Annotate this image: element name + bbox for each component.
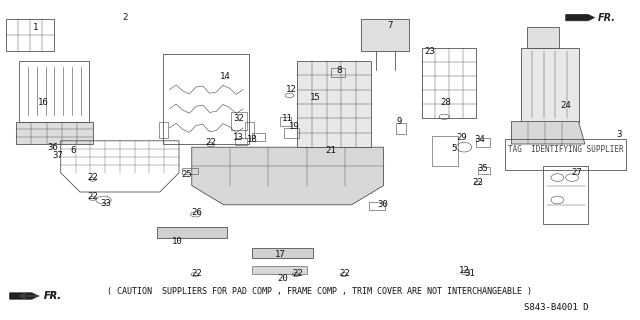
Text: 17: 17 (275, 250, 285, 259)
Text: 22: 22 (292, 269, 303, 278)
Bar (297, 61, 371, 147)
Bar (236, 138, 247, 145)
Text: 32: 32 (233, 114, 244, 123)
Text: 2: 2 (122, 13, 127, 22)
Bar (253, 266, 307, 274)
Text: 24: 24 (561, 101, 571, 110)
Bar (253, 248, 313, 258)
Bar (245, 122, 255, 138)
Text: 11: 11 (282, 114, 293, 123)
Text: FR.: FR. (44, 291, 61, 301)
Text: 19: 19 (289, 122, 300, 131)
Text: 8: 8 (336, 66, 342, 75)
Bar (182, 168, 198, 174)
Bar (163, 54, 250, 144)
Text: 28: 28 (441, 98, 452, 107)
Bar (369, 202, 385, 210)
Text: TAG  IDENTIFYING SUPPLIER: TAG IDENTIFYING SUPPLIER (508, 145, 623, 154)
Text: 25: 25 (181, 170, 192, 179)
Bar (16, 122, 93, 144)
Text: 22: 22 (191, 269, 202, 278)
Text: ( CAUTION  SUPPLIERS FOR PAD COMP , FRAME COMP , TRIM COVER ARE NOT INTERCHANGEA: ( CAUTION SUPPLIERS FOR PAD COMP , FRAME… (107, 287, 532, 296)
Text: 18: 18 (247, 135, 258, 144)
Bar (157, 227, 227, 238)
Bar (432, 136, 458, 166)
Text: 7: 7 (387, 21, 392, 30)
Text: 27: 27 (572, 168, 582, 177)
Bar (396, 123, 406, 134)
Bar (361, 19, 409, 51)
Bar (521, 48, 579, 122)
Text: 21: 21 (326, 146, 337, 155)
Text: S843-B4001 D: S843-B4001 D (524, 303, 588, 312)
Text: 10: 10 (172, 237, 183, 246)
Polygon shape (10, 293, 38, 299)
Text: 22: 22 (87, 192, 98, 201)
Text: 1: 1 (33, 23, 38, 32)
Text: 37: 37 (52, 151, 63, 160)
Text: 33: 33 (100, 199, 111, 208)
Text: FR.: FR. (44, 291, 61, 301)
Bar (422, 48, 476, 118)
Polygon shape (566, 14, 595, 21)
Bar (543, 166, 588, 224)
Bar (159, 122, 168, 138)
Bar (232, 112, 248, 130)
Text: 22: 22 (87, 173, 98, 182)
Text: 22: 22 (205, 138, 216, 147)
Text: 14: 14 (220, 72, 231, 81)
Text: 5: 5 (451, 144, 456, 153)
Bar (6, 19, 54, 51)
Bar (476, 138, 490, 147)
Text: 12: 12 (285, 85, 296, 94)
Text: 35: 35 (477, 164, 488, 172)
Bar (284, 128, 298, 138)
Text: 6: 6 (71, 146, 76, 155)
Text: 30: 30 (377, 200, 388, 209)
Text: 12: 12 (460, 266, 470, 275)
Text: 31: 31 (465, 269, 476, 278)
Text: 22: 22 (473, 178, 483, 187)
Text: 22: 22 (340, 269, 351, 278)
Text: 3: 3 (616, 130, 621, 139)
Bar (331, 68, 345, 77)
Text: 23: 23 (424, 47, 435, 56)
Text: 9: 9 (397, 117, 402, 126)
Text: FR.: FR. (598, 12, 616, 23)
Bar (253, 133, 265, 141)
Text: 15: 15 (310, 93, 321, 102)
Text: 13: 13 (233, 133, 244, 142)
Polygon shape (192, 147, 383, 205)
Bar (527, 27, 559, 48)
Text: 16: 16 (38, 98, 49, 107)
Bar (505, 139, 627, 170)
Bar (478, 167, 490, 174)
Text: 34: 34 (474, 135, 484, 144)
Bar (280, 117, 291, 126)
Polygon shape (511, 122, 585, 144)
Text: 26: 26 (191, 208, 202, 217)
Text: 36: 36 (47, 143, 58, 152)
Text: 20: 20 (277, 274, 288, 283)
Text: 29: 29 (456, 133, 467, 142)
